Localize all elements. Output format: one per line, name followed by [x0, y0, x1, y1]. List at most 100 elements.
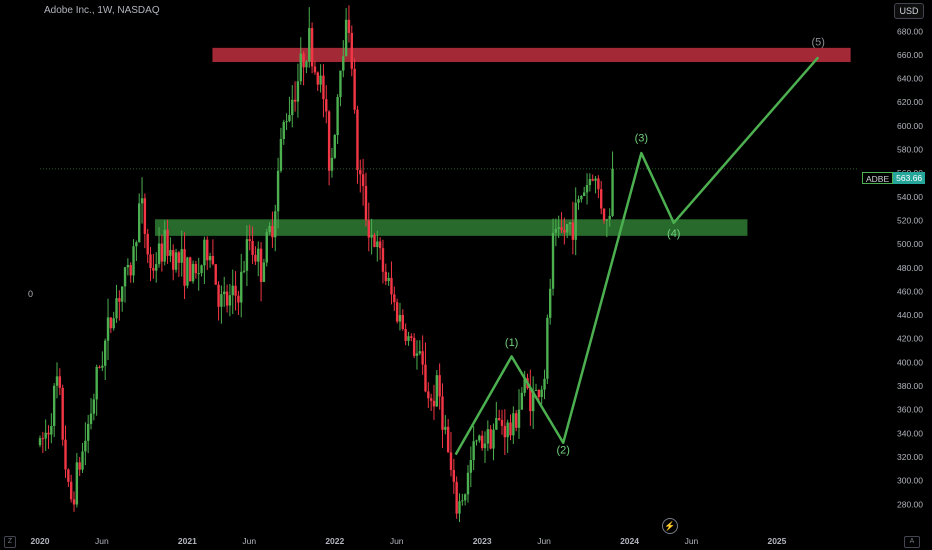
candle-body — [75, 462, 79, 505]
candle-body — [534, 389, 538, 391]
candle-body — [44, 432, 47, 439]
candle-body — [228, 295, 232, 306]
candle-body — [234, 285, 237, 296]
candle-body — [135, 242, 138, 247]
x-tick-label: 2021 — [178, 536, 197, 546]
candle-body — [514, 413, 518, 428]
candle-body — [449, 452, 453, 470]
candle-body — [421, 351, 424, 365]
candle-body — [313, 66, 317, 73]
candle-body — [441, 396, 444, 430]
candle-body — [109, 317, 113, 329]
candle-body — [359, 170, 362, 175]
candle-body — [143, 198, 147, 234]
candle-body — [347, 19, 351, 33]
y-tick-label: 420.00 — [897, 334, 923, 344]
candle-body — [597, 178, 600, 190]
last-price-tag: ADBE 563.66 — [862, 172, 926, 184]
chart-title: Adobe Inc., 1W, NASDAQ — [44, 5, 160, 16]
candle-body — [452, 469, 456, 482]
candle-body — [299, 53, 302, 82]
candle-body — [157, 243, 161, 265]
candle-body — [384, 271, 387, 282]
candle-body — [480, 435, 484, 449]
candle-body — [543, 378, 546, 390]
y-tick-label: 440.00 — [897, 310, 923, 320]
candle-body — [274, 211, 277, 238]
candle-body — [350, 32, 353, 69]
y-tick-label: 580.00 — [897, 145, 923, 155]
candle-body — [191, 263, 195, 282]
candle-body — [429, 398, 433, 401]
candle-body — [146, 233, 149, 255]
candle-body — [310, 28, 314, 67]
candle-body — [517, 409, 521, 428]
candle-body — [89, 413, 93, 424]
y-tick-label: 460.00 — [897, 286, 923, 296]
candle-body — [492, 429, 495, 449]
candle-body — [251, 241, 254, 255]
wave-label: (2) — [556, 444, 569, 456]
candle-body — [571, 222, 575, 240]
candle-body — [308, 28, 311, 62]
bolt-icon[interactable]: ⚡ — [662, 518, 678, 534]
candle-body — [608, 215, 611, 220]
candle-body — [410, 336, 413, 338]
candle-body — [254, 254, 257, 262]
price-zone — [154, 219, 748, 236]
candle-body — [248, 239, 251, 242]
candle-body — [500, 420, 504, 426]
zoom-button[interactable]: Z — [4, 536, 16, 548]
wave-label: (1) — [505, 337, 518, 349]
y-tick-label: 400.00 — [897, 357, 923, 367]
candle-body — [458, 501, 461, 514]
x-tick-label: Jun — [537, 536, 551, 546]
candle-body — [123, 267, 127, 287]
candle-body — [475, 440, 478, 442]
y-tick-label: 360.00 — [897, 405, 923, 415]
candle-body — [279, 138, 283, 171]
candle-body — [551, 232, 555, 289]
y-tick-label: 500.00 — [897, 239, 923, 249]
candle-body — [548, 288, 552, 318]
candle-body — [208, 256, 212, 261]
candle-body — [497, 418, 501, 421]
candle-body — [103, 340, 107, 366]
candle-body — [415, 353, 419, 356]
candle-body — [174, 252, 178, 270]
y-tick-label: 340.00 — [897, 428, 923, 438]
candle-body — [478, 435, 481, 441]
candle-body — [435, 375, 439, 407]
candle-body — [69, 481, 73, 500]
candle-body — [466, 472, 470, 495]
candle-body — [217, 284, 220, 307]
x-tick-label: Jun — [390, 536, 404, 546]
candle-body — [138, 203, 141, 243]
auto-scale-button[interactable]: A — [904, 536, 920, 548]
x-tick-label: 2024 — [620, 536, 639, 546]
candle-body — [231, 285, 234, 296]
candle-body — [361, 174, 365, 186]
candle-body — [206, 239, 209, 261]
candle-body — [577, 199, 580, 203]
candle-body — [463, 494, 467, 501]
candle-body — [378, 241, 382, 249]
y-tick-label: 320.00 — [897, 452, 923, 462]
candle-body — [582, 192, 586, 196]
candle-body — [427, 391, 430, 399]
candle-body — [486, 429, 490, 444]
candle-body — [327, 111, 331, 171]
candle-body — [296, 81, 300, 102]
candle-body — [225, 291, 229, 306]
candle-body — [446, 426, 450, 453]
currency-button[interactable]: USD — [894, 3, 924, 19]
candle-body — [367, 220, 370, 238]
candle-body — [373, 234, 376, 248]
y-tick-label: 680.00 — [897, 26, 923, 36]
candle-body — [271, 225, 274, 238]
wave-label: (4) — [667, 228, 680, 240]
candle-body — [594, 178, 597, 181]
candle-body — [155, 264, 158, 271]
candle-body — [129, 265, 132, 276]
